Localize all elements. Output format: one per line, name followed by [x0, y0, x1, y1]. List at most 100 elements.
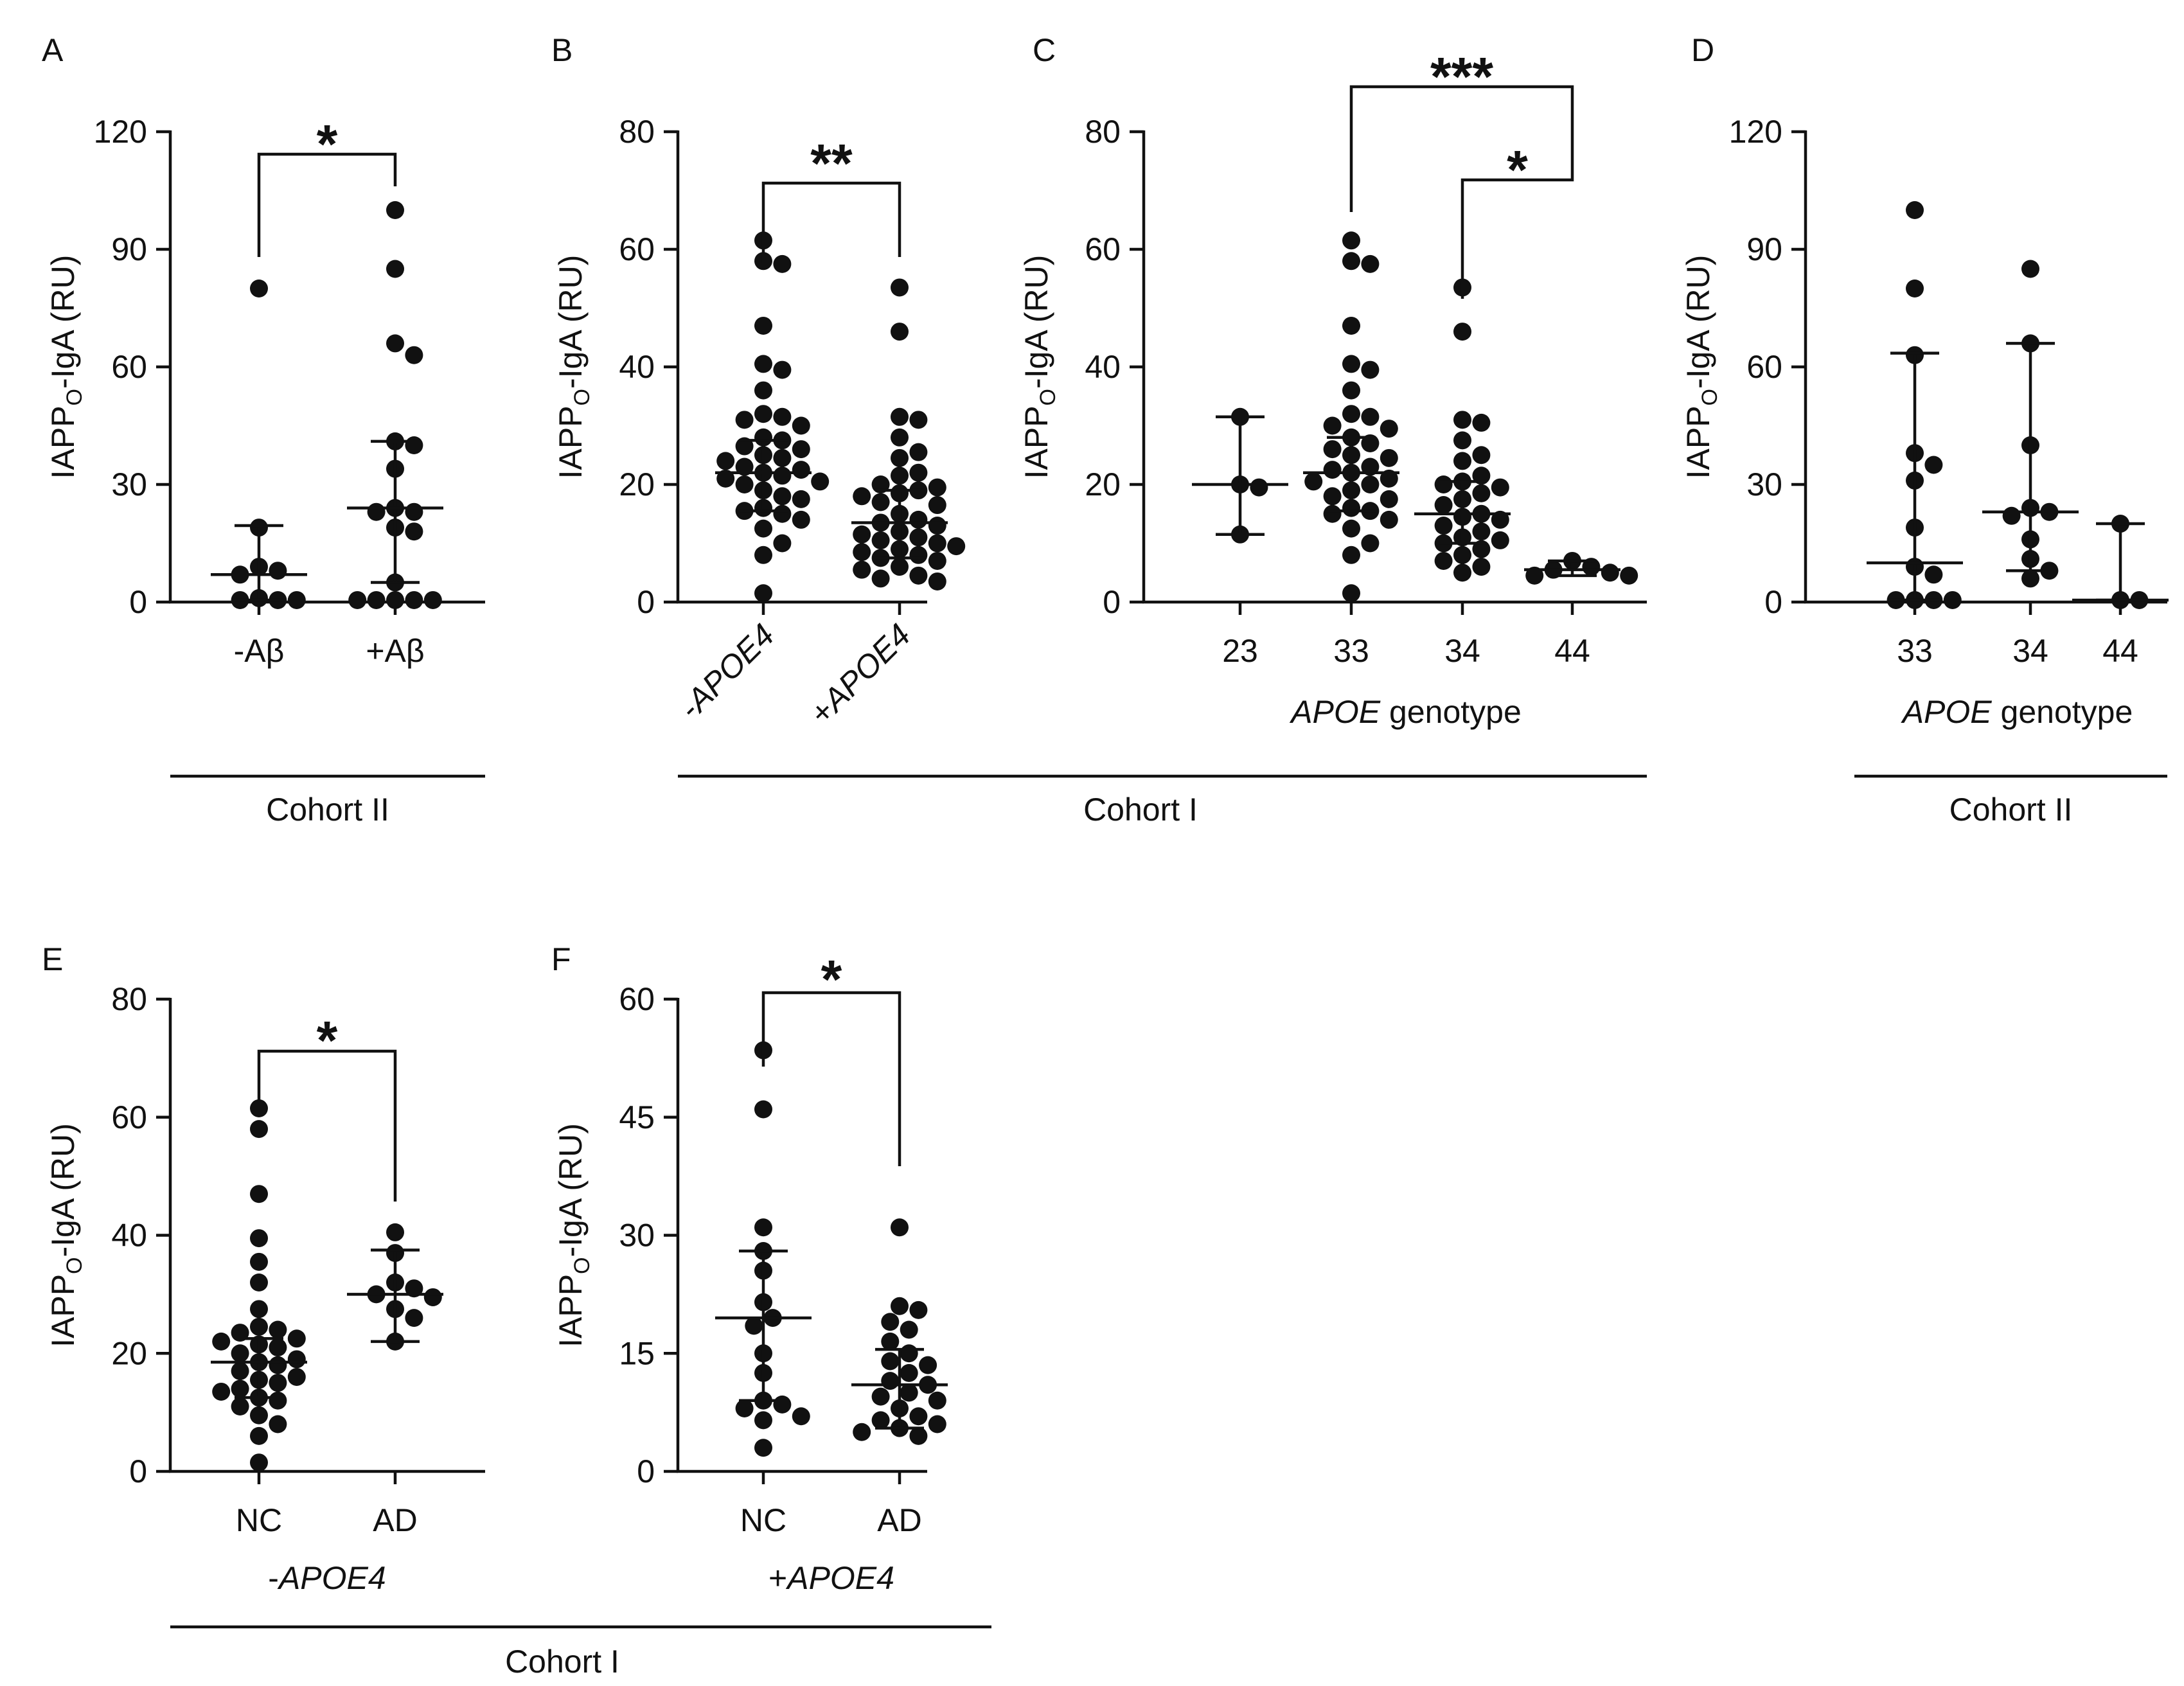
group-subtitle: +APOE4 [768, 1560, 894, 1596]
data-point [1342, 519, 1360, 538]
data-point [891, 407, 909, 426]
series-0 [1867, 201, 1963, 609]
data-point [754, 1218, 772, 1237]
series-2 [2072, 515, 2169, 609]
data-point [853, 525, 871, 544]
y-tick-label: 60 [111, 349, 147, 385]
data-point [773, 487, 792, 506]
data-point [212, 1382, 231, 1401]
data-point [909, 463, 928, 482]
data-point [792, 461, 810, 479]
data-point [891, 323, 909, 341]
data-point [1620, 566, 1638, 585]
data-point [754, 316, 772, 335]
series-1 [1982, 260, 2079, 588]
y-tick-label: 90 [1746, 231, 1782, 267]
significance-bracket [1349, 85, 1574, 212]
panel-d: D 0 30 60 90 120 IAPPO-IgA (RU) 33 34 44 APOE geno… [1680, 32, 2169, 828]
y-tick-label: 80 [1085, 114, 1121, 150]
series-0 [211, 280, 307, 609]
group-subtitle: -APOE4 [268, 1560, 386, 1596]
data-point [909, 1407, 928, 1426]
y-tick-label: 15 [619, 1335, 655, 1371]
data-point [1453, 431, 1471, 450]
data-point [1342, 546, 1360, 564]
data-point [367, 590, 386, 609]
series-0 [715, 231, 830, 603]
data-point [716, 452, 735, 470]
data-point [909, 566, 928, 585]
data-point [269, 562, 287, 580]
data-point [853, 487, 871, 506]
x-category-label: 33 [1897, 633, 1933, 669]
data-point [792, 490, 810, 508]
data-point [250, 1120, 268, 1139]
series-0 [715, 1041, 812, 1457]
data-point [773, 448, 792, 467]
data-point [405, 346, 423, 364]
x-category-label: AD [877, 1502, 921, 1538]
data-point [891, 558, 909, 576]
data-point [891, 1218, 909, 1237]
data-point [811, 472, 830, 491]
data-point [1323, 440, 1342, 459]
data-point [386, 260, 404, 278]
data-point [891, 466, 909, 485]
data-point [386, 590, 404, 609]
y-tick-label: 60 [1746, 349, 1782, 385]
data-point [250, 1453, 268, 1472]
data-point [754, 546, 772, 564]
data-point [909, 1426, 928, 1445]
data-point [1924, 565, 1943, 584]
data-point [1361, 407, 1380, 426]
data-point [231, 1397, 249, 1415]
cohort-label: Cohort II [266, 792, 389, 828]
data-point [1323, 504, 1342, 523]
y-tick-label: 60 [619, 981, 655, 1017]
data-point [773, 1395, 792, 1414]
data-point [1342, 316, 1360, 335]
data-point [792, 1407, 810, 1426]
data-point [919, 1356, 937, 1374]
data-point [909, 546, 928, 564]
data-point [1304, 472, 1323, 491]
x-category-label: -Aβ [234, 633, 285, 669]
panel-f: F 0 15 30 45 60 IAPPO-IgA (RU) NC AD +APOE4 * [551, 941, 948, 1596]
data-point [853, 1423, 871, 1441]
data-point [754, 1100, 772, 1119]
data-point [269, 1415, 287, 1433]
data-point [853, 560, 871, 579]
data-point [754, 1439, 772, 1457]
significance-label: * [317, 1010, 338, 1070]
panel-letter: E [42, 941, 63, 977]
data-point [1342, 584, 1360, 603]
data-point [881, 1332, 900, 1351]
data-point [405, 590, 423, 609]
y-tick-label: 90 [111, 231, 147, 267]
x-category-label: -APOE4 [672, 617, 781, 725]
data-point [909, 528, 928, 547]
series-0 [211, 1099, 307, 1472]
y-axis-label: IAPPO-IgA (RU) [553, 255, 594, 479]
series-0 [1192, 407, 1288, 544]
data-point [1380, 420, 1398, 438]
significance-bracket [761, 991, 901, 1166]
data-point [900, 1320, 918, 1339]
data-point [754, 381, 772, 400]
y-tick-label: 60 [111, 1099, 147, 1135]
data-point [250, 1099, 268, 1117]
significance-bracket [257, 152, 397, 257]
data-point [900, 1363, 918, 1382]
data-point [881, 1352, 900, 1371]
data-point [928, 1391, 946, 1410]
data-point [871, 531, 890, 549]
data-point [1323, 461, 1342, 479]
data-point [269, 1374, 287, 1392]
data-point [773, 360, 792, 379]
y-tick-label: 45 [619, 1099, 655, 1135]
y-tick-label: 30 [1746, 466, 1782, 502]
data-point [1453, 452, 1471, 470]
data-point [928, 517, 946, 535]
data-point [1434, 517, 1453, 535]
y-tick-label: 0 [1764, 584, 1782, 620]
